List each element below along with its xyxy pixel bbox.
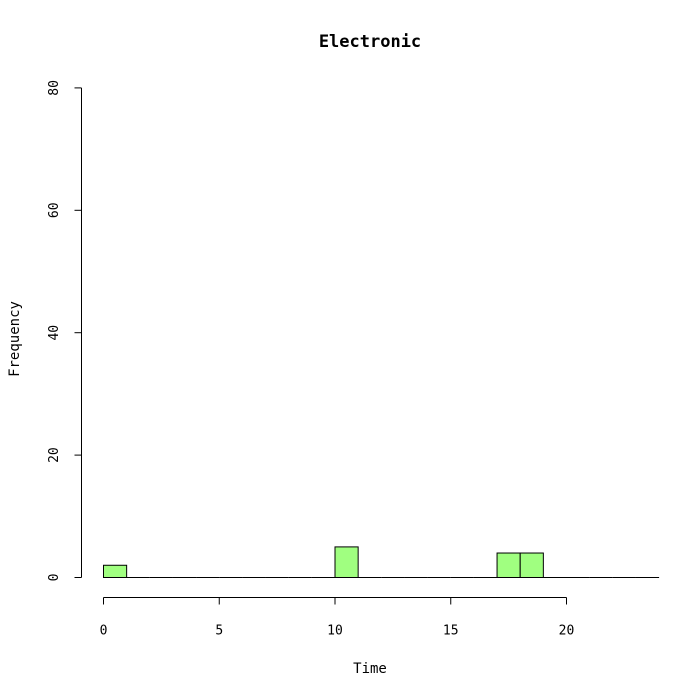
x-tick-label: 15: [443, 624, 459, 639]
y-tick-label: 60: [47, 202, 62, 218]
y-axis: 0 20 40 60 80: [47, 80, 82, 581]
histogram-bar: [103, 564, 128, 579]
histogram-bar: [334, 546, 359, 579]
y-tick-label: 80: [47, 80, 62, 96]
y-tick-label: 40: [47, 325, 62, 341]
chart-title: Electronic: [319, 32, 421, 52]
x-tick-label: 20: [559, 624, 575, 639]
x-axis: 0 5 10 15 20: [100, 597, 575, 639]
histogram-bar: [496, 552, 521, 579]
y-axis-label: Frequency: [7, 301, 23, 377]
bars-group: [103, 546, 660, 579]
y-tick-label: 0: [47, 574, 62, 582]
x-tick-label: 5: [215, 624, 223, 639]
histogram-bar: [519, 552, 544, 579]
x-tick-label: 10: [327, 624, 343, 639]
y-tick-label: 20: [47, 447, 62, 463]
x-tick-label: 0: [100, 624, 108, 639]
x-axis-label: Time: [353, 661, 387, 677]
